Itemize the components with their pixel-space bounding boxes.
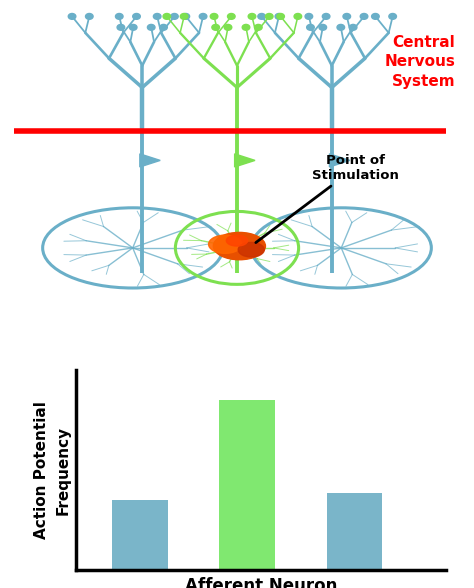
Circle shape (199, 14, 207, 19)
Circle shape (224, 25, 232, 30)
Ellipse shape (213, 232, 265, 260)
Circle shape (163, 14, 171, 19)
Polygon shape (329, 154, 350, 167)
Circle shape (85, 14, 93, 19)
Ellipse shape (227, 235, 247, 246)
Text: Central
Nervous
System: Central Nervous System (384, 35, 455, 89)
Bar (327, 493, 383, 570)
Ellipse shape (238, 242, 264, 257)
Circle shape (180, 14, 188, 19)
Circle shape (171, 14, 178, 19)
Circle shape (154, 14, 161, 19)
Polygon shape (235, 154, 255, 167)
Polygon shape (140, 154, 160, 167)
Circle shape (360, 14, 368, 19)
Circle shape (117, 25, 125, 30)
Circle shape (277, 14, 284, 19)
Circle shape (294, 14, 301, 19)
Circle shape (372, 14, 379, 19)
Circle shape (133, 14, 140, 19)
Circle shape (343, 14, 351, 19)
Circle shape (160, 25, 167, 30)
Circle shape (248, 14, 256, 19)
Ellipse shape (209, 235, 242, 253)
Bar (112, 500, 168, 570)
Circle shape (389, 14, 396, 19)
Text: Point of
Stimulation: Point of Stimulation (256, 153, 399, 243)
Bar (219, 400, 275, 570)
Circle shape (319, 25, 327, 30)
Circle shape (255, 25, 262, 30)
Circle shape (129, 25, 137, 30)
Circle shape (275, 14, 283, 19)
X-axis label: Afferent Neuron: Afferent Neuron (184, 577, 337, 588)
Circle shape (212, 25, 219, 30)
Circle shape (182, 14, 190, 19)
Circle shape (116, 14, 123, 19)
Circle shape (307, 25, 314, 30)
Circle shape (305, 14, 313, 19)
Circle shape (228, 14, 235, 19)
Circle shape (210, 14, 218, 19)
Circle shape (337, 25, 345, 30)
Y-axis label: Action Potential
Frequency: Action Potential Frequency (34, 402, 70, 539)
Circle shape (265, 14, 273, 19)
Circle shape (242, 25, 250, 30)
Circle shape (68, 14, 76, 19)
Circle shape (322, 14, 330, 19)
Circle shape (349, 25, 357, 30)
Circle shape (258, 14, 265, 19)
Circle shape (147, 25, 155, 30)
